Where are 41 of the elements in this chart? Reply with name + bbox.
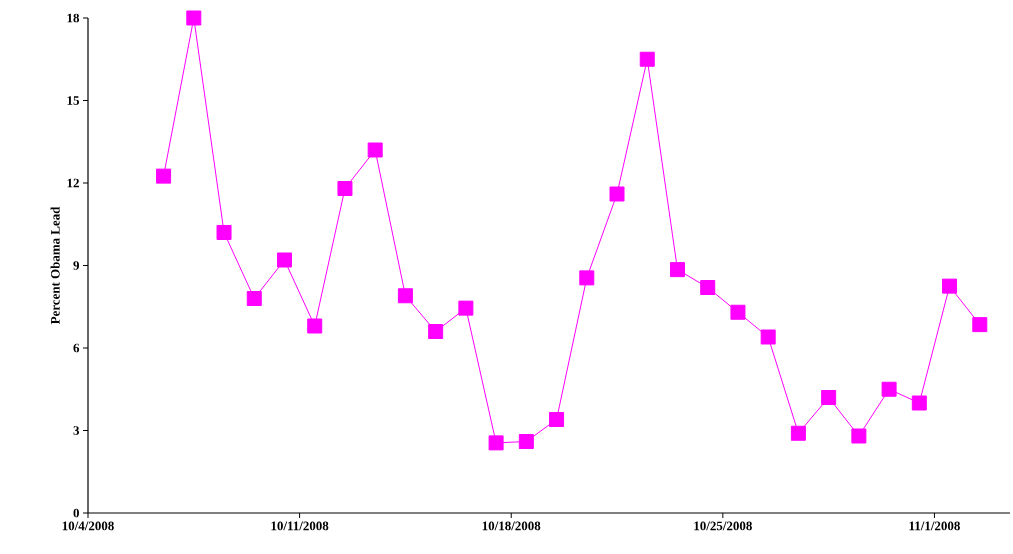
point: [277, 252, 292, 268]
point: [730, 304, 746, 320]
point: [760, 329, 776, 345]
y-tick-label: 18: [67, 13, 80, 23]
point: [367, 142, 383, 158]
y-axis-title: Percent Obama Lead: [50, 206, 60, 325]
point: [397, 288, 413, 304]
point: [851, 428, 867, 444]
x-tick-label: 11/1/2008: [909, 521, 960, 531]
point: [428, 324, 444, 339]
point: [790, 425, 806, 441]
y-tick-label: 0: [73, 508, 79, 518]
point: [942, 278, 958, 294]
x-tick-label: 10/11/2008: [271, 521, 329, 531]
y-tick-label: 3: [73, 426, 80, 435]
y-tick-label: 9: [73, 261, 80, 270]
point: [669, 262, 685, 278]
point: [337, 181, 353, 196]
point: [518, 434, 534, 449]
point: [156, 168, 172, 184]
point: [700, 280, 716, 295]
x-tick-label: 10/18/2008: [482, 521, 541, 531]
y-tick-label: 6: [73, 343, 80, 353]
point: [488, 435, 504, 451]
y-tick-label: 12: [67, 178, 79, 188]
y-tick-label: 15: [67, 96, 79, 105]
point: [186, 10, 202, 26]
x-tick-label: 10/4/2008: [62, 521, 114, 531]
point: [246, 291, 262, 306]
point: [549, 412, 565, 427]
point: [307, 318, 323, 334]
point: [881, 381, 897, 397]
point: [609, 186, 625, 202]
point: [972, 317, 988, 333]
point: [911, 395, 927, 411]
point: [639, 51, 655, 67]
point: [458, 300, 474, 316]
point: [579, 270, 595, 286]
point: [821, 390, 837, 405]
x-tick-label: 10/25/2008: [694, 521, 752, 531]
point: [216, 225, 232, 240]
